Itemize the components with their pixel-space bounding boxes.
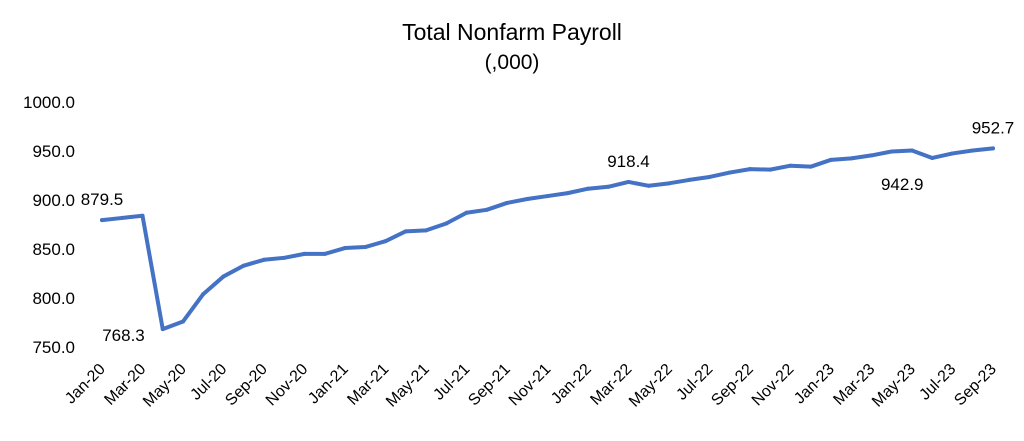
- data-point: [484, 207, 489, 212]
- data-label: 768.3: [102, 326, 145, 345]
- data-label: 918.4: [607, 152, 650, 171]
- data-point: [788, 163, 793, 168]
- data-point: [262, 257, 266, 262]
- data-point: [241, 263, 246, 268]
- data-point: [707, 174, 712, 179]
- data-point: [363, 245, 368, 250]
- x-tick-label: Nov-22: [749, 361, 798, 410]
- data-point: [505, 200, 509, 205]
- x-tick-label: May-23: [869, 361, 919, 411]
- data-point: [991, 146, 995, 151]
- data-point: [565, 191, 570, 196]
- data-point: [930, 155, 935, 160]
- x-tick-label: Sep-23: [951, 361, 1000, 410]
- data-point: [160, 327, 165, 332]
- data-point: [343, 246, 347, 251]
- data-point: [545, 194, 550, 199]
- data-point: [100, 218, 104, 223]
- data-label: 879.5: [81, 190, 124, 209]
- data-point: [727, 170, 732, 175]
- data-point: [201, 292, 206, 297]
- data-point: [687, 177, 692, 182]
- data-label: 942.9: [881, 175, 924, 194]
- data-point: [626, 179, 631, 184]
- y-tick-label: 750.0: [32, 338, 75, 357]
- x-tick-label: Sep-21: [465, 361, 514, 410]
- data-point: [829, 157, 833, 162]
- y-tick-label: 800.0: [32, 289, 75, 308]
- data-point: [808, 164, 813, 169]
- y-tick-label: 950.0: [32, 142, 75, 161]
- chart-subtitle: (,000): [485, 51, 540, 74]
- x-axis-ticks: Jan-20Mar-20May-20Jul-20Sep-20Nov-20Jan-…: [62, 361, 1000, 411]
- data-point: [140, 213, 145, 218]
- data-point: [322, 251, 327, 256]
- data-point: [464, 210, 469, 215]
- x-tick-label: Jan-23: [791, 361, 838, 408]
- y-tick-label: 900.0: [32, 191, 75, 210]
- data-point: [302, 251, 307, 256]
- x-tick-label: Jan-21: [305, 361, 352, 408]
- series-line: [100, 146, 995, 332]
- data-point: [950, 151, 955, 156]
- data-point: [889, 149, 894, 154]
- x-tick-label: May-22: [626, 361, 676, 411]
- x-tick-label: Nov-20: [263, 361, 312, 410]
- data-point: [586, 186, 590, 191]
- data-point: [748, 167, 752, 172]
- x-tick-label: Jan-20: [62, 361, 109, 408]
- data-point: [525, 197, 530, 202]
- data-point: [606, 184, 611, 189]
- y-axis-ticks: 750.0 800.0 850.0 900.0 950.0 1000.0: [23, 93, 75, 357]
- data-point: [646, 183, 651, 188]
- data-point: [120, 215, 125, 220]
- data-point: [424, 228, 428, 233]
- data-point: [768, 167, 773, 172]
- data-point: [181, 319, 185, 324]
- chart-title: Total Nonfarm Payroll: [402, 19, 622, 45]
- y-tick-label: 1000.0: [23, 93, 75, 112]
- series-layer: [100, 146, 995, 332]
- data-point: [403, 229, 408, 234]
- data-point: [383, 239, 388, 244]
- data-label: 952.7: [972, 118, 1015, 137]
- x-tick-label: Sep-20: [222, 361, 271, 410]
- data-point: [869, 153, 874, 158]
- data-labels: 879.5 768.3 918.4 942.9 952.7: [81, 118, 1015, 345]
- data-point: [444, 221, 449, 226]
- data-point: [221, 274, 226, 279]
- y-tick-label: 850.0: [32, 240, 75, 259]
- x-tick-label: Nov-21: [506, 361, 555, 410]
- data-point: [849, 156, 854, 161]
- data-point: [667, 181, 671, 186]
- x-tick-label: Sep-22: [708, 361, 757, 410]
- data-point: [910, 148, 914, 153]
- x-tick-label: May-21: [383, 361, 433, 411]
- data-point: [970, 148, 975, 153]
- x-tick-label: Jan-22: [548, 361, 595, 408]
- data-point: [282, 255, 287, 260]
- x-tick-label: May-20: [140, 361, 190, 411]
